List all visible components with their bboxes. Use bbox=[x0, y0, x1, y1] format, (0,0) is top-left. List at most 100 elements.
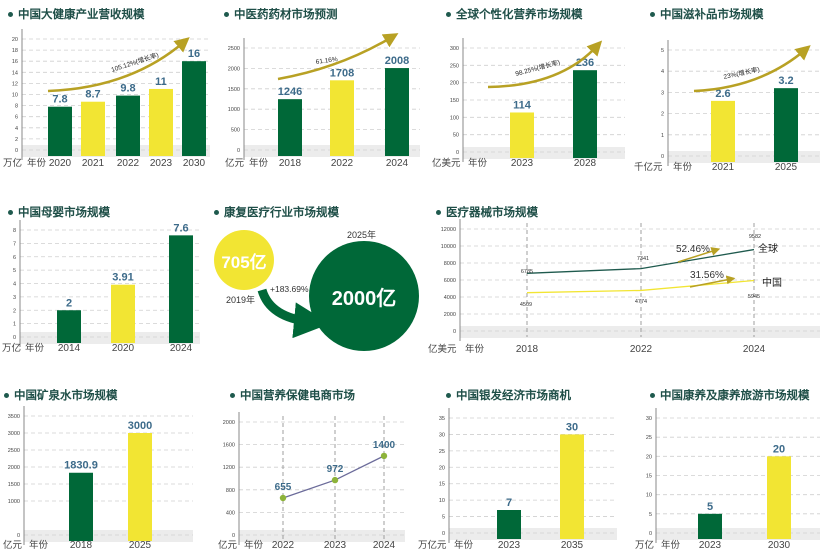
y-tick-label: 30 bbox=[439, 432, 445, 438]
y-tick-label: 35 bbox=[439, 416, 445, 422]
unit-label: 万亿元 bbox=[418, 539, 447, 551]
data-label: 2.6 bbox=[715, 88, 730, 100]
y-tick-label: 15 bbox=[439, 482, 445, 488]
x-tick-label: 2021 bbox=[82, 158, 105, 169]
x-axis-label: 年份 bbox=[468, 157, 488, 169]
data-label: 972 bbox=[327, 464, 344, 475]
y-tick-label: 0 bbox=[13, 335, 16, 341]
baseline-band bbox=[460, 326, 820, 338]
chart-title: 中国康养及康养旅游市场规模 bbox=[650, 387, 810, 403]
x-axis-label: 年份 bbox=[465, 343, 485, 355]
y-tick-label: 3 bbox=[661, 90, 664, 96]
start-value: 705亿 bbox=[221, 252, 267, 272]
unit-label: 亿美元 bbox=[432, 157, 461, 169]
data-label: 20 bbox=[773, 443, 785, 455]
y-tick-label: 0 bbox=[237, 148, 240, 154]
y-tick-label: 25 bbox=[646, 435, 652, 441]
chart-title: 中国滋补品市场规模 bbox=[650, 6, 764, 22]
x-tick-label: 2018 bbox=[279, 158, 302, 169]
x-tick-label: 2023 bbox=[699, 540, 722, 551]
bar bbox=[711, 100, 735, 162]
bar bbox=[774, 88, 798, 162]
x-tick-label: 2020 bbox=[112, 343, 135, 354]
chart-title: 中国大健康产业营收规模 bbox=[8, 6, 145, 22]
y-tick-label: 10000 bbox=[441, 244, 456, 250]
y-tick-label: 20 bbox=[439, 465, 445, 471]
bar bbox=[69, 472, 93, 541]
x-tick-label: 2024 bbox=[170, 343, 193, 354]
data-label: 3.2 bbox=[778, 75, 793, 87]
y-tick-label: 3 bbox=[13, 295, 16, 301]
x-tick-label: 2023 bbox=[498, 540, 521, 551]
x-axis-label: 年份 bbox=[25, 342, 45, 354]
x-axis-label: 年份 bbox=[454, 539, 474, 551]
bar bbox=[128, 433, 152, 541]
y-tick-label: 2 bbox=[15, 137, 18, 143]
data-label: 7.8 bbox=[52, 94, 67, 106]
x-axis-label: 年份 bbox=[673, 161, 693, 173]
bar bbox=[573, 70, 597, 158]
data-point bbox=[380, 452, 388, 460]
x-tick-label: 2022 bbox=[630, 344, 653, 355]
y-tick-label: 10 bbox=[646, 493, 652, 499]
y-tick-label: 20 bbox=[12, 37, 18, 43]
y-tick-label: 1500 bbox=[8, 482, 20, 488]
y-tick-label: 300 bbox=[450, 46, 459, 52]
y-tick-label: 1500 bbox=[228, 87, 240, 93]
unit-label: 千亿元 bbox=[634, 161, 663, 173]
y-tick-label: 2000 bbox=[8, 465, 20, 471]
y-tick-label: 100 bbox=[450, 115, 459, 121]
data-label: 7.6 bbox=[173, 222, 188, 234]
y-tick-label: 10 bbox=[12, 93, 18, 99]
chart-title: 中国母婴市场规模 bbox=[8, 204, 110, 220]
x-axis-label: 年份 bbox=[244, 539, 264, 551]
y-tick-label: 2 bbox=[13, 308, 16, 314]
y-tick-label: 8 bbox=[15, 104, 18, 110]
x-tick-label: 2025 bbox=[775, 162, 798, 173]
y-tick-label: 12 bbox=[12, 81, 18, 87]
series-label: 中国 bbox=[762, 276, 782, 289]
unit-label: 万亿 bbox=[2, 342, 21, 354]
x-axis-label: 年份 bbox=[661, 539, 681, 551]
x-tick-label: 2024 bbox=[373, 540, 396, 551]
x-axis-label: 年份 bbox=[27, 157, 47, 169]
y-tick-label: 250 bbox=[450, 63, 459, 69]
bar bbox=[497, 510, 521, 539]
y-tick-label: 2000 bbox=[444, 312, 456, 318]
y-tick-label: 3000 bbox=[8, 431, 20, 437]
y-tick-label: 5 bbox=[661, 48, 664, 54]
bar bbox=[116, 95, 140, 156]
y-tick-label: 0 bbox=[17, 533, 20, 539]
y-tick-label: 8000 bbox=[444, 261, 456, 267]
x-tick-label: 2023 bbox=[150, 158, 173, 169]
chart-title: 医疗器械市场规模 bbox=[436, 204, 538, 220]
bar bbox=[767, 456, 791, 539]
x-tick-label: 2023 bbox=[324, 540, 347, 551]
data-label: 2 bbox=[66, 297, 72, 309]
y-tick-label: 500 bbox=[231, 128, 240, 134]
baseline-band bbox=[24, 530, 193, 542]
data-point bbox=[331, 476, 339, 484]
unit-label: 亿美元 bbox=[428, 343, 457, 355]
end-value-circle: 2000亿 bbox=[309, 241, 419, 351]
data-label: 3.91 bbox=[112, 272, 133, 284]
y-tick-label: 5 bbox=[442, 515, 445, 521]
growth-arrow bbox=[677, 247, 721, 263]
y-tick-label: 25 bbox=[439, 449, 445, 455]
x-tick-label: 2020 bbox=[49, 158, 72, 169]
data-label: 1246 bbox=[278, 86, 302, 98]
y-tick-label: 0 bbox=[456, 150, 459, 156]
y-tick-label: 2500 bbox=[8, 448, 20, 454]
y-tick-label: 50 bbox=[453, 133, 459, 139]
y-tick-label: 1200 bbox=[223, 465, 235, 471]
unit-label: 万亿 bbox=[635, 539, 654, 551]
y-tick-label: 150 bbox=[450, 98, 459, 104]
baseline-band bbox=[239, 530, 405, 542]
data-label: 1400 bbox=[373, 440, 396, 451]
x-tick-label: 2022 bbox=[117, 158, 140, 169]
data-label: 114 bbox=[513, 99, 532, 111]
y-tick-label: 16 bbox=[12, 59, 18, 65]
y-tick-label: 4 bbox=[15, 126, 18, 132]
chart-title: 康复医疗行业市场规模 bbox=[214, 204, 339, 220]
